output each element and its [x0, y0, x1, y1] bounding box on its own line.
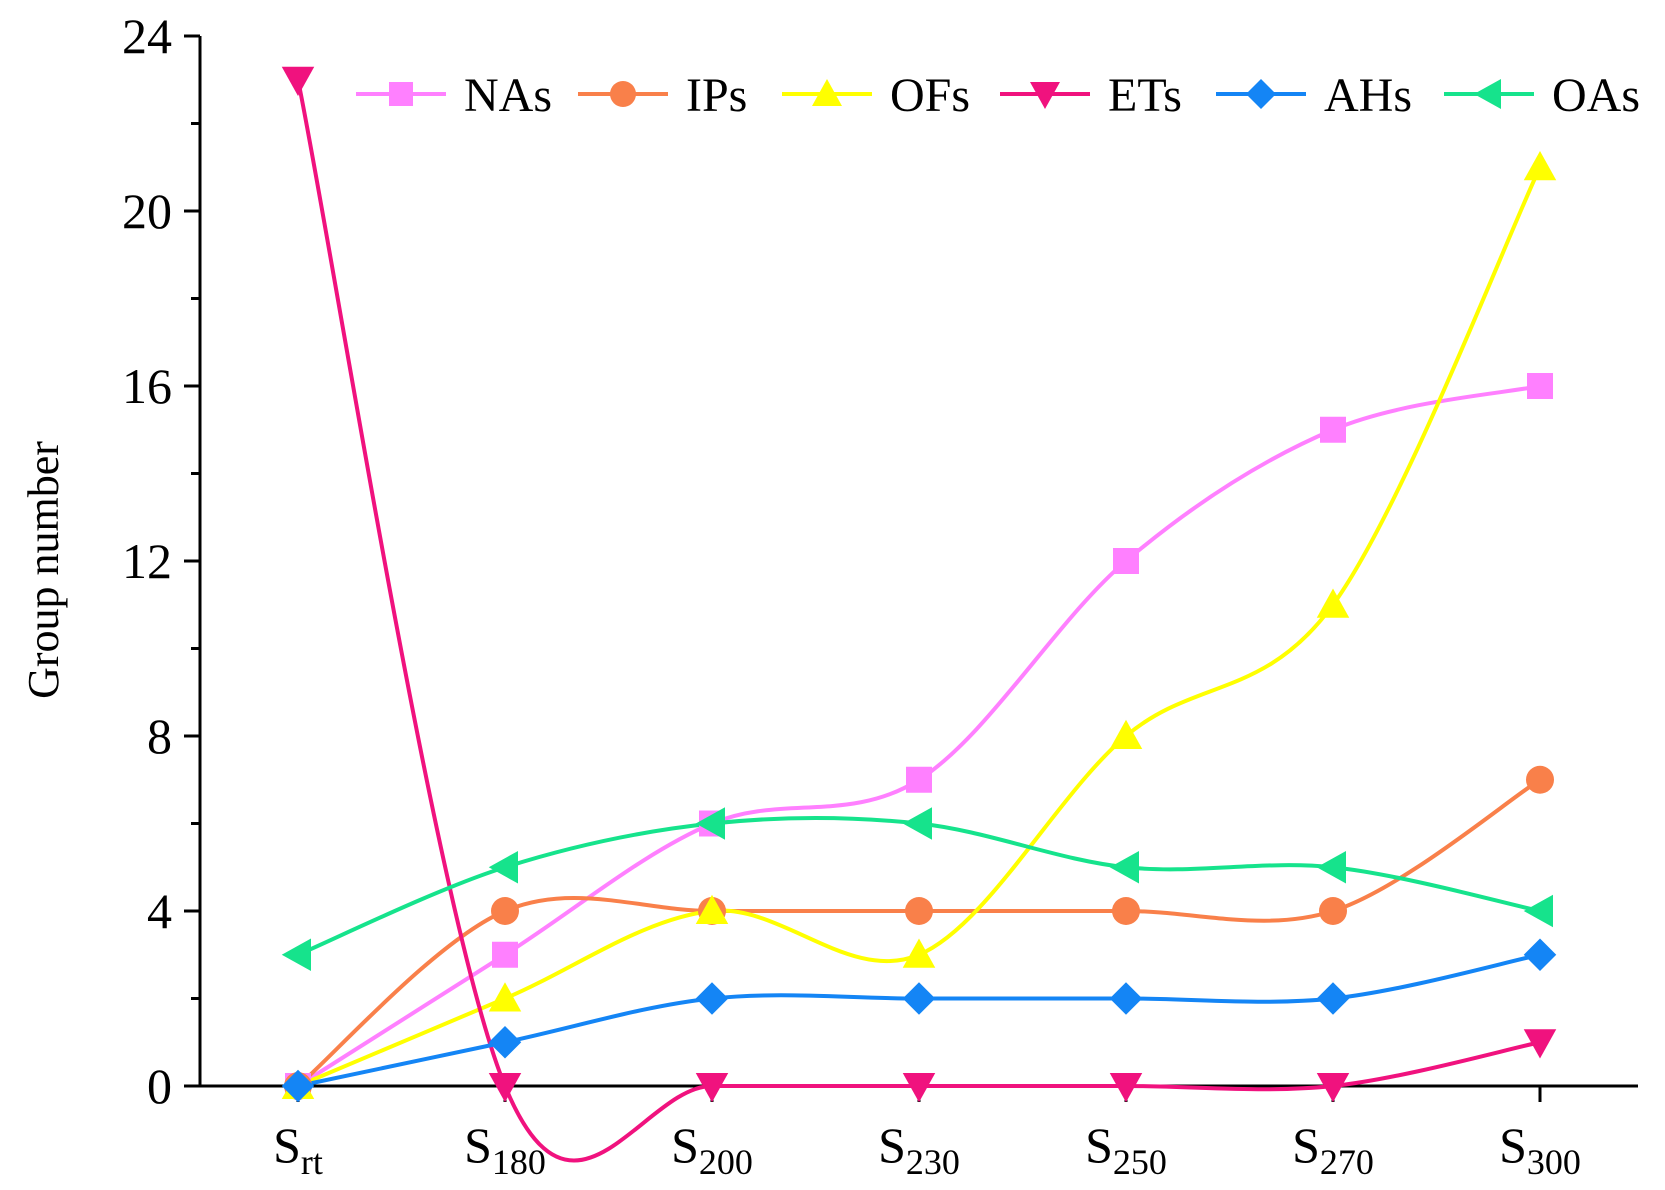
marker-ofs — [1523, 151, 1557, 181]
marker-ahs — [1316, 982, 1350, 1015]
marker-ahs — [1523, 938, 1557, 971]
marker-nas — [1320, 416, 1346, 443]
marker-oas — [281, 938, 311, 971]
y-tick-label: 12 — [122, 533, 172, 589]
marker-ets — [902, 1073, 936, 1103]
y-tick-label: 20 — [122, 183, 172, 239]
marker-ets — [1523, 1029, 1557, 1059]
legend-label-ofs: OFs — [890, 69, 970, 122]
marker-oas — [488, 851, 518, 884]
marker-ofs — [695, 894, 729, 924]
marker-ips — [491, 897, 519, 925]
x-tick-labels: Srt S180 S200 S230 S250 S270 S300 — [273, 1117, 1581, 1182]
legend-label-ahs: AHs — [1324, 69, 1412, 122]
series-markers — [281, 66, 1557, 1103]
x-tick-label: S250 — [1085, 1117, 1167, 1182]
marker-nas — [906, 766, 932, 793]
y-tick-label: 8 — [147, 708, 172, 764]
y-tick-label: 24 — [122, 8, 172, 64]
marker-oas — [1523, 894, 1553, 928]
y-axis-title: Group number — [19, 441, 68, 699]
marker-nas — [1527, 373, 1553, 399]
x-tick-label: S180 — [464, 1117, 546, 1182]
marker-ets — [281, 66, 315, 96]
marker-ahs — [695, 982, 729, 1015]
marker-ahs — [281, 1069, 315, 1103]
marker-oas — [1316, 851, 1346, 884]
marker-ofs — [902, 938, 936, 968]
series-line-nas — [296, 384, 1541, 1088]
marker-ofs — [1109, 719, 1143, 749]
legend-label-nas: NAs — [464, 69, 552, 122]
legend-label-ips: IPs — [686, 69, 747, 122]
marker-oas — [902, 807, 932, 840]
marker-oas — [695, 807, 725, 840]
series-line-ofs — [297, 166, 1542, 1088]
marker-ips — [1526, 765, 1554, 794]
y-tick-label: 0 — [147, 1058, 172, 1114]
y-tick-labels: 0 4 8 12 16 20 24 — [122, 8, 172, 1114]
legend-marker-ofs — [812, 79, 842, 106]
x-tick-label: Srt — [273, 1117, 323, 1182]
marker-ahs — [902, 982, 936, 1015]
series-line-ets — [296, 79, 1541, 1163]
y-tick-label: 16 — [122, 358, 172, 414]
marker-ahs — [1109, 982, 1143, 1015]
x-tick-label: S200 — [671, 1117, 753, 1182]
series-line-oas — [297, 816, 1541, 957]
legend-marker-ets — [1030, 82, 1060, 109]
marker-ips — [1319, 897, 1347, 925]
marker-ips — [1112, 897, 1140, 925]
legend-marker-nas — [389, 82, 413, 106]
x-tick-label: S270 — [1292, 1117, 1374, 1182]
y-tick-label: 4 — [147, 883, 172, 939]
x-tick-label: S300 — [1499, 1117, 1581, 1182]
marker-ets — [1109, 1073, 1143, 1103]
marker-ips — [905, 897, 933, 925]
legend-marker-ahs — [1246, 79, 1276, 109]
axes — [184, 34, 1638, 1102]
legend: NAs IPs OFs ETs AHs OAs — [356, 69, 1640, 122]
legend-marker-oas — [1474, 79, 1501, 109]
marker-oas — [1109, 851, 1139, 884]
marker-ofs — [1316, 588, 1350, 618]
marker-ofs — [488, 982, 522, 1012]
marker-ets — [488, 1073, 522, 1103]
marker-ets — [1316, 1073, 1350, 1103]
marker-nas — [492, 941, 518, 968]
x-tick-label: S230 — [878, 1117, 960, 1182]
marker-ets — [695, 1073, 729, 1103]
marker-ahs — [488, 1026, 522, 1059]
legend-marker-ips — [610, 81, 636, 107]
marker-nas — [1113, 548, 1139, 574]
legend-label-ets: ETs — [1108, 69, 1182, 122]
legend-label-oas: OAs — [1552, 69, 1640, 122]
